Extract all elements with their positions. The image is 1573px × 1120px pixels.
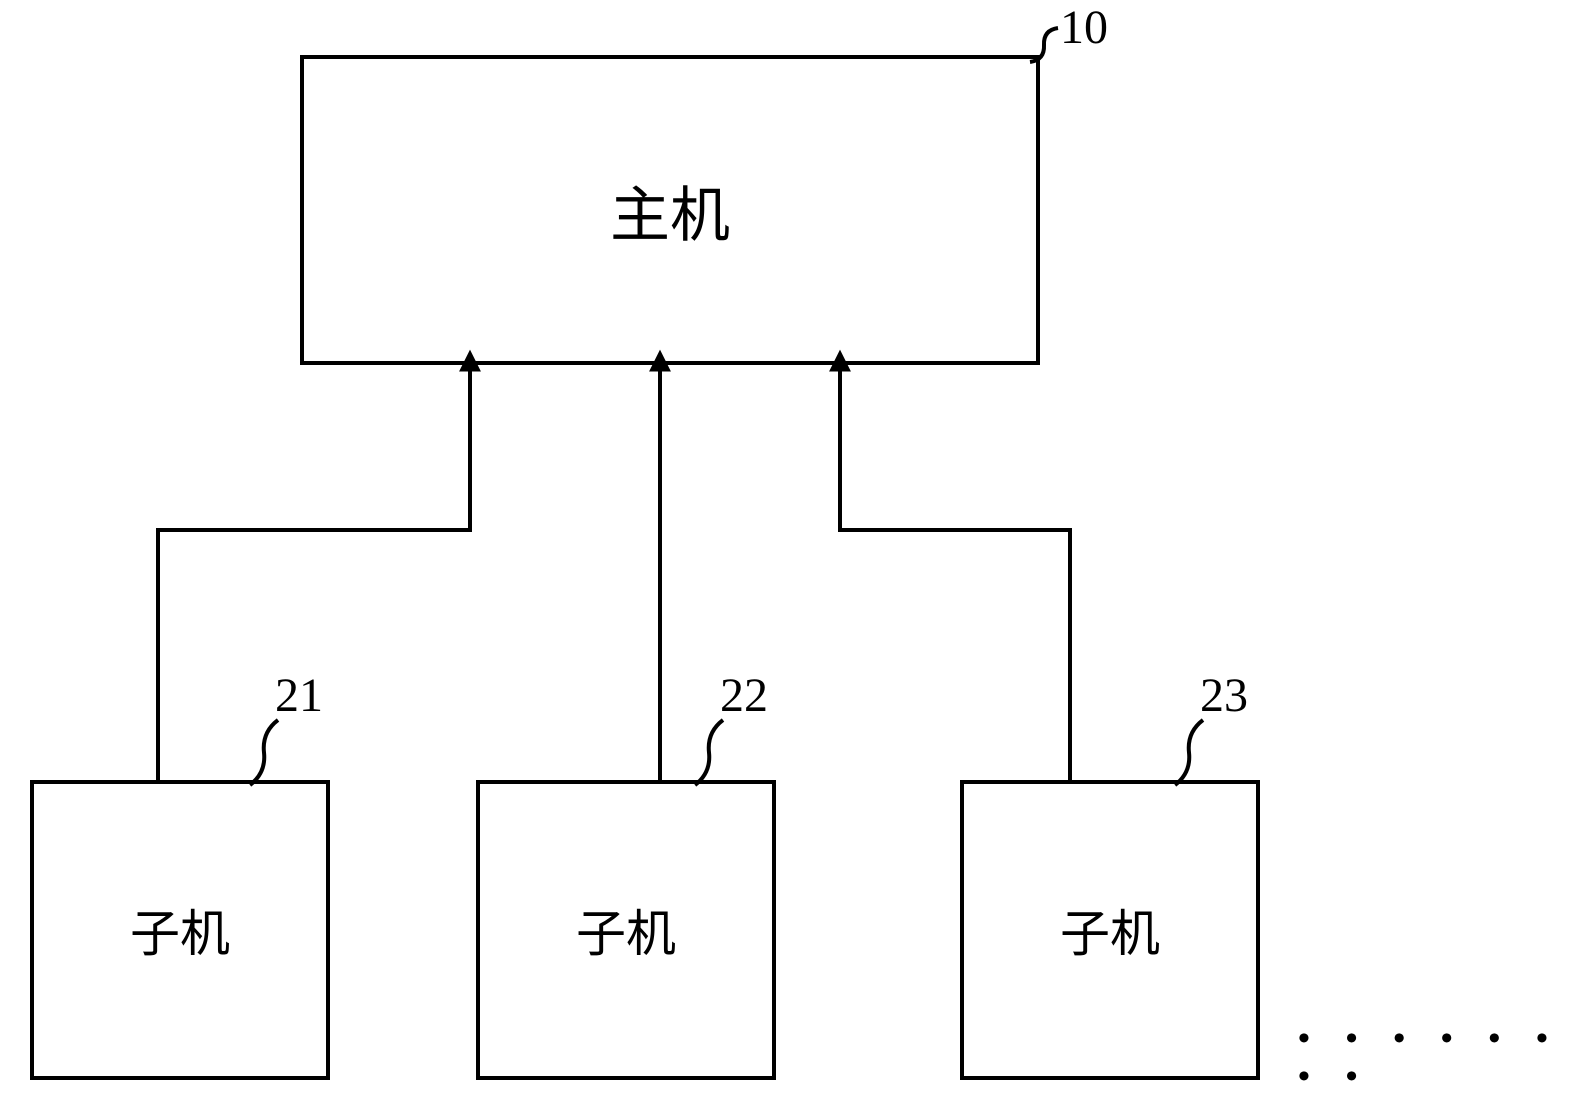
sub-node-1-label: 子机: [130, 894, 230, 966]
reference-leader: [695, 720, 723, 785]
diagram-stage: 主机 子机 子机 子机 10 21 22 23 • • • • • • • •: [0, 0, 1573, 1120]
sub-node-3: 子机: [960, 780, 1260, 1080]
reference-leader: [1175, 720, 1203, 785]
edge-sub3-to-host: [840, 365, 1070, 780]
sub2-reference-number: 22: [720, 668, 768, 723]
host-reference-number: 10: [1060, 0, 1108, 55]
sub-node-2: 子机: [476, 780, 776, 1080]
sub3-reference-number: 23: [1200, 668, 1248, 723]
sub-node-3-label: 子机: [1060, 894, 1160, 966]
host-node: 主机: [300, 55, 1040, 365]
ellipsis-more-nodes: • • • • • • • •: [1298, 1020, 1573, 1096]
host-label: 主机: [610, 167, 730, 254]
sub-node-1: 子机: [30, 780, 330, 1080]
sub1-reference-number: 21: [275, 668, 323, 723]
sub-node-2-label: 子机: [576, 894, 676, 966]
reference-leader: [250, 720, 278, 785]
